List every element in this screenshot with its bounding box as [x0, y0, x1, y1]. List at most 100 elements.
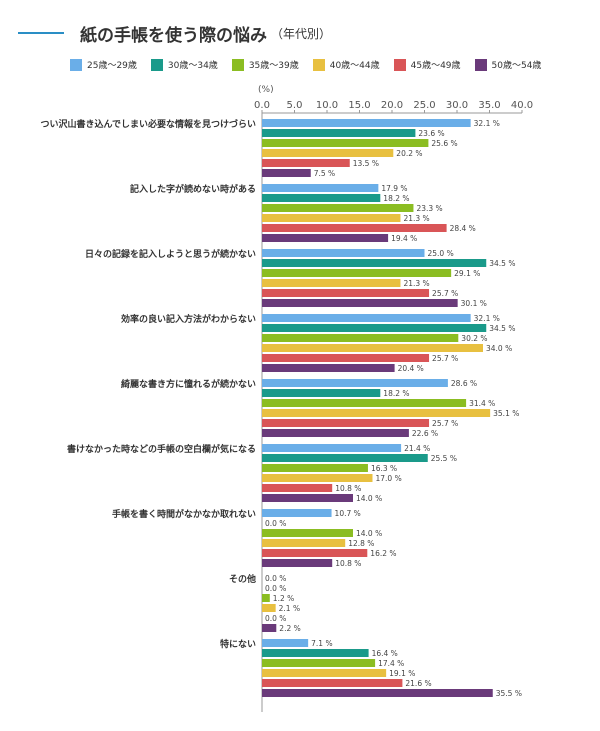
bar-value-label: 17.9 % — [381, 184, 407, 193]
category-label: 効率の良い記入方法がわからない — [121, 313, 256, 325]
bar — [262, 159, 350, 167]
legend-item: 45歳～49歳 — [393, 58, 461, 71]
bar — [262, 289, 430, 297]
x-tick-label: 35.0 — [478, 100, 500, 111]
bar — [262, 214, 401, 222]
x-tick-label: 10.0 — [316, 100, 338, 111]
bar — [262, 324, 487, 332]
bar — [262, 594, 270, 602]
chart-legend: 25歳～29歳 30歳～34歳 35歳～39歳 40歳～44歳 45歳～49歳 50歳～5… — [70, 58, 590, 71]
bar — [262, 474, 373, 482]
bar — [262, 149, 394, 157]
bar — [262, 314, 471, 322]
bar-value-label: 17.0 % — [376, 474, 402, 483]
bar — [262, 419, 430, 427]
bar — [262, 364, 395, 372]
bar — [262, 129, 416, 137]
bar-value-label: 32.1 % — [474, 314, 500, 323]
bar — [262, 409, 491, 417]
bar — [262, 299, 458, 307]
bar-value-label: 0.0 % — [265, 584, 286, 593]
bar-value-label: 34.5 % — [489, 259, 515, 268]
bar-value-label: 28.6 % — [451, 379, 477, 388]
bar — [262, 484, 333, 492]
legend-label: 50歳～54歳 — [491, 61, 542, 71]
bar-value-label: 35.1 % — [493, 409, 519, 418]
legend-swatch — [312, 58, 325, 71]
bar — [262, 454, 428, 462]
bar-value-label: 18.2 % — [383, 389, 409, 398]
chart-subtitle: （年代別） — [271, 26, 332, 41]
bar-value-label: 22.6 % — [412, 429, 438, 438]
bar-value-label: 25.6 % — [431, 139, 457, 148]
x-tick-label: 40.0 — [511, 100, 533, 111]
bar-value-label: 25.7 % — [432, 419, 458, 428]
legend-label: 40歳～44歳 — [329, 61, 380, 71]
bar-value-label: 13.5 % — [353, 159, 379, 168]
bar — [262, 379, 448, 387]
legend-swatch — [70, 58, 82, 71]
legend-item: 25歳～29歳 — [70, 58, 137, 71]
bar — [262, 689, 493, 697]
chart-title: 紙の手帳を使う際の悩み — [80, 25, 267, 46]
bar-value-label: 30.2 % — [461, 334, 487, 343]
legend-label: 35歳～39歳 — [248, 61, 299, 71]
legend-item: 35歳～39歳 — [231, 58, 299, 71]
bar-value-label: 25.0 % — [428, 249, 454, 258]
bar — [262, 494, 353, 502]
bar-value-label: 23.6 % — [418, 129, 444, 138]
category-label: つい沢山書き込んでしまい必要な情報を見つけづらい — [40, 118, 256, 130]
bar — [262, 184, 379, 192]
bar — [262, 259, 487, 267]
bar-value-label: 2.1 % — [279, 604, 300, 613]
bar — [262, 509, 332, 517]
bar — [262, 429, 409, 437]
bar-value-label: 23.3 % — [416, 204, 442, 213]
bar — [262, 659, 376, 667]
bar-value-label: 32.1 % — [474, 119, 500, 128]
bar-value-label: 0.0 % — [265, 574, 286, 583]
legend-item: 30歳～34歳 — [150, 58, 218, 71]
bar-value-label: 2.2 % — [279, 624, 300, 633]
bar — [262, 604, 276, 612]
x-tick-label: 15.0 — [348, 100, 370, 111]
bar-value-label: 29.1 % — [454, 269, 480, 278]
bar-value-label: 16.3 % — [371, 464, 397, 473]
bar-value-label: 20.4 % — [398, 364, 424, 373]
bar-value-label: 21.6 % — [405, 679, 431, 688]
bar-value-label: 35.5 % — [496, 689, 522, 698]
bar — [262, 224, 447, 232]
x-tick-label: 0.0 — [254, 100, 270, 111]
bar-value-label: 25.5 % — [431, 454, 457, 463]
axis-unit-label: (%) — [258, 85, 274, 95]
bar — [262, 389, 381, 397]
bar — [262, 399, 467, 407]
bar — [262, 529, 353, 537]
bar-value-label: 16.2 % — [370, 549, 396, 558]
bar — [262, 669, 387, 677]
legend-item: 40歳～44歳 — [312, 58, 380, 71]
bar-value-label: 25.7 % — [432, 289, 458, 298]
bar-value-label: 31.4 % — [469, 399, 495, 408]
bar-value-label: 18.2 % — [383, 194, 409, 203]
x-tick-label: 20.0 — [381, 100, 403, 111]
bar-value-label: 19.1 % — [389, 669, 415, 678]
legend-label: 25歳～29歳 — [87, 61, 137, 71]
bar-value-label: 28.4 % — [450, 224, 476, 233]
bar-value-label: 12.8 % — [348, 539, 374, 548]
title-accent-line — [18, 32, 64, 34]
category-label: 書けなかった時などの手帳の空白欄が気になる — [67, 443, 256, 455]
legend-label: 30歳～34歳 — [167, 61, 218, 71]
legend-item: 50歳～54歳 — [474, 58, 542, 71]
bar-value-label: 14.0 % — [356, 529, 382, 538]
bar — [262, 119, 471, 127]
bar-value-label: 34.0 % — [486, 344, 512, 353]
bar-value-label: 17.4 % — [378, 659, 404, 668]
bar-value-label: 14.0 % — [356, 494, 382, 503]
bar — [262, 444, 402, 452]
bar — [262, 334, 459, 342]
bar — [262, 279, 401, 287]
legend-label: 45歳～49歳 — [410, 61, 461, 71]
bar — [262, 204, 414, 212]
